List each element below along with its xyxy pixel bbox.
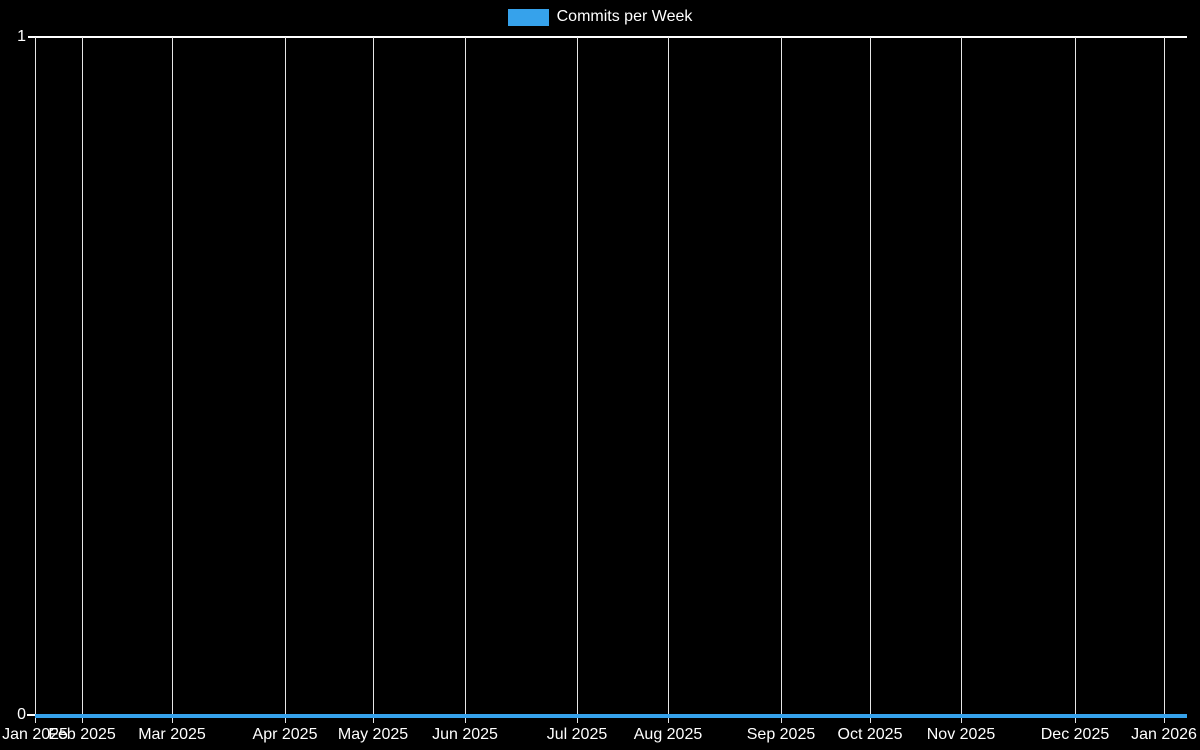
x-gridline <box>781 37 782 723</box>
x-tick-label: Aug 2025 <box>633 726 703 743</box>
x-tick-label: Nov 2025 <box>926 726 996 743</box>
x-tick-label: Jan 2025 <box>2 726 68 743</box>
x-gridline <box>961 37 962 723</box>
x-tick-label: Jan 2026 <box>1131 726 1197 743</box>
x-tick-label: Jul 2025 <box>546 726 608 743</box>
x-gridline <box>285 37 286 723</box>
x-gridline <box>1075 37 1076 723</box>
y-gridline-top <box>28 36 1187 38</box>
x-tick-label: Apr 2025 <box>252 726 318 743</box>
commits-line-series <box>35 714 1187 718</box>
x-tick-label: Feb 2025 <box>48 726 116 743</box>
x-gridline <box>465 37 466 723</box>
y-axis-label-1: 1 <box>17 28 26 45</box>
x-tick-label: Sep 2025 <box>746 726 816 743</box>
x-tick-label: Dec 2025 <box>1040 726 1110 743</box>
x-gridline <box>373 37 374 723</box>
y-axis-label-0: 0 <box>17 706 26 723</box>
x-tick-label: Jun 2025 <box>432 726 498 743</box>
x-gridline <box>1164 37 1165 723</box>
x-gridline <box>668 37 669 723</box>
x-gridline <box>172 37 173 723</box>
legend-swatch-icon <box>507 8 549 26</box>
y-axis-tick-0 <box>27 714 35 716</box>
x-tick-label: Oct 2025 <box>837 726 903 743</box>
x-gridline <box>35 37 36 723</box>
legend-label: Commits per Week <box>556 8 693 25</box>
x-gridline <box>82 37 83 723</box>
chart-legend[interactable]: Commits per Week <box>0 7 1200 27</box>
x-tick-label: Mar 2025 <box>138 726 206 743</box>
x-tick-label: May 2025 <box>337 726 409 743</box>
x-gridline <box>870 37 871 723</box>
x-gridline <box>577 37 578 723</box>
